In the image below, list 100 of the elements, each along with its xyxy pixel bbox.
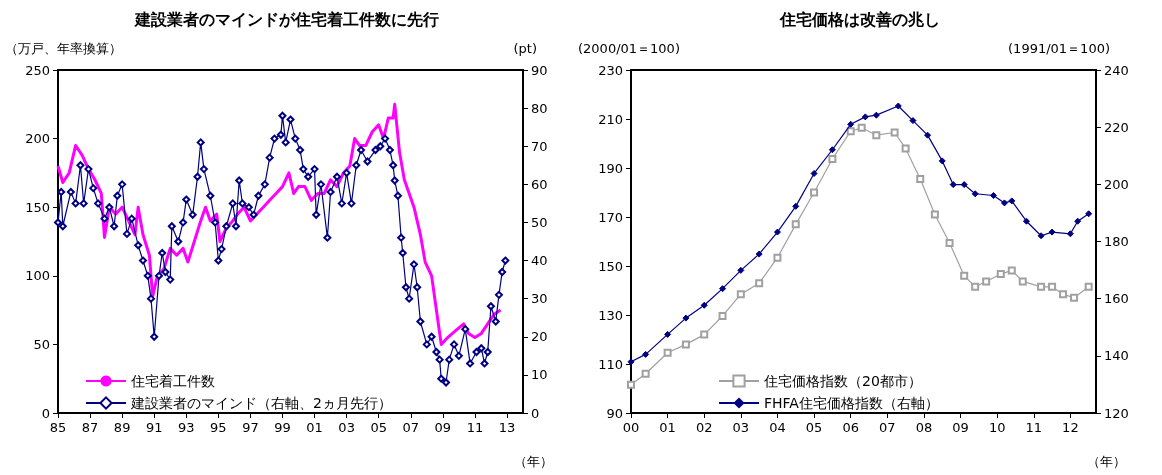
y-tick-label: 170: [598, 209, 623, 225]
y-tick-label: 150: [598, 258, 623, 274]
point: [773, 228, 781, 236]
legend-label: 建設業者のマインド（右軸、2ヵ月先行）: [130, 395, 392, 411]
y2-tick-label: 80: [531, 100, 548, 116]
y2-axis-title: (1991/01＝100): [1008, 41, 1111, 56]
x-tick-label: 04: [769, 420, 786, 435]
point: [682, 314, 690, 322]
point: [909, 117, 917, 125]
point: [737, 266, 745, 274]
y2-tick-label: 160: [1104, 291, 1129, 307]
point: [755, 279, 764, 288]
point: [847, 120, 855, 128]
x-tick-label: 89: [113, 420, 131, 435]
chart-title: 住宅価格は改善の兆し: [778, 9, 940, 29]
point: [916, 175, 925, 184]
y2-tick-label: 180: [1104, 234, 1129, 249]
point: [663, 348, 672, 357]
point: [1037, 282, 1046, 291]
chart-title: 建設業者のマインドが住宅着工件数に先行: [132, 9, 439, 29]
point: [846, 127, 855, 136]
y-tick-label: 210: [598, 111, 623, 127]
point: [924, 131, 932, 139]
y-tick-label: 250: [25, 62, 50, 78]
y2-tick-label: 10: [531, 367, 548, 383]
y-tick-label: 200: [25, 131, 50, 147]
point: [664, 330, 672, 338]
point: [1066, 230, 1074, 238]
point: [901, 144, 910, 153]
x-tick-label: 09: [952, 420, 969, 435]
point: [960, 181, 968, 189]
y2-tick-label: 30: [531, 291, 548, 307]
point: [700, 301, 708, 309]
point: [1008, 197, 1016, 205]
x-tick-label: 01: [306, 420, 323, 435]
legend-label: 住宅価格指数（20都市）: [763, 373, 922, 389]
point: [810, 188, 819, 197]
x-tick-label: 87: [81, 420, 99, 435]
point: [938, 157, 946, 165]
x-axis-title: （年）: [1087, 454, 1126, 469]
x-tick-label: 05: [370, 420, 387, 435]
point: [945, 238, 954, 247]
x-tick-label: 97: [242, 420, 259, 435]
y-tick-label: 0: [41, 405, 50, 421]
x-tick-label: 11: [1025, 420, 1043, 435]
y-tick-label: 110: [598, 356, 623, 372]
point: [642, 350, 650, 358]
x-tick-label: 13: [498, 420, 516, 435]
point: [1048, 282, 1057, 291]
legend-label: FHFA住宅価格指数（右軸）: [764, 395, 939, 411]
point: [719, 285, 727, 293]
x-tick-label: 93: [178, 420, 195, 435]
x-tick-label: 01: [659, 420, 676, 435]
x-tick-label: 85: [49, 420, 67, 435]
point: [971, 190, 979, 198]
y-tick-label: 130: [598, 307, 623, 323]
point: [960, 271, 969, 280]
point: [641, 369, 650, 378]
y2-tick-label: 60: [531, 176, 548, 192]
point: [872, 131, 881, 140]
y2-tick-label: 140: [1104, 348, 1129, 364]
y2-tick-label: 120: [1104, 405, 1129, 421]
point: [894, 102, 902, 110]
y-tick-label: 230: [598, 62, 623, 78]
point: [627, 380, 635, 389]
point: [989, 191, 997, 199]
y2-tick-label: 200: [1104, 176, 1129, 192]
point: [872, 111, 880, 119]
point: [1074, 217, 1082, 225]
x-tick-label: 12: [1062, 420, 1079, 435]
y2-tick-label: 90: [531, 62, 548, 78]
y2-tick-label: 70: [531, 138, 548, 154]
point: [627, 358, 635, 366]
y-tick-label: 90: [606, 405, 623, 421]
point: [1059, 290, 1068, 299]
point: [736, 290, 745, 299]
point: [681, 340, 690, 349]
y2-tick-label: 240: [1104, 62, 1129, 78]
point: [1037, 232, 1045, 240]
x-tick-label: 07: [879, 420, 896, 435]
x-tick-label: 91: [145, 420, 163, 435]
y2-tick-label: 20: [531, 329, 548, 345]
point: [949, 181, 957, 189]
point: [755, 250, 763, 258]
y-tick-label: 100: [25, 268, 50, 284]
x-tick-label: 03: [338, 420, 355, 435]
point: [828, 146, 836, 154]
x-tick-label: 09: [434, 420, 452, 435]
x-tick-label: 00: [622, 420, 640, 435]
y-tick-label: 190: [598, 160, 623, 176]
point: [982, 277, 991, 286]
y2-tick-label: 0: [531, 405, 540, 421]
y2-axis-title: (pt): [513, 41, 538, 56]
y-tick-label: 150: [25, 199, 50, 215]
point: [1007, 266, 1016, 275]
point: [791, 220, 800, 229]
y-axis-title: (2000/01＝100): [578, 41, 680, 56]
x-tick-label: 95: [210, 420, 227, 435]
point: [1018, 277, 1027, 286]
point: [700, 330, 709, 339]
